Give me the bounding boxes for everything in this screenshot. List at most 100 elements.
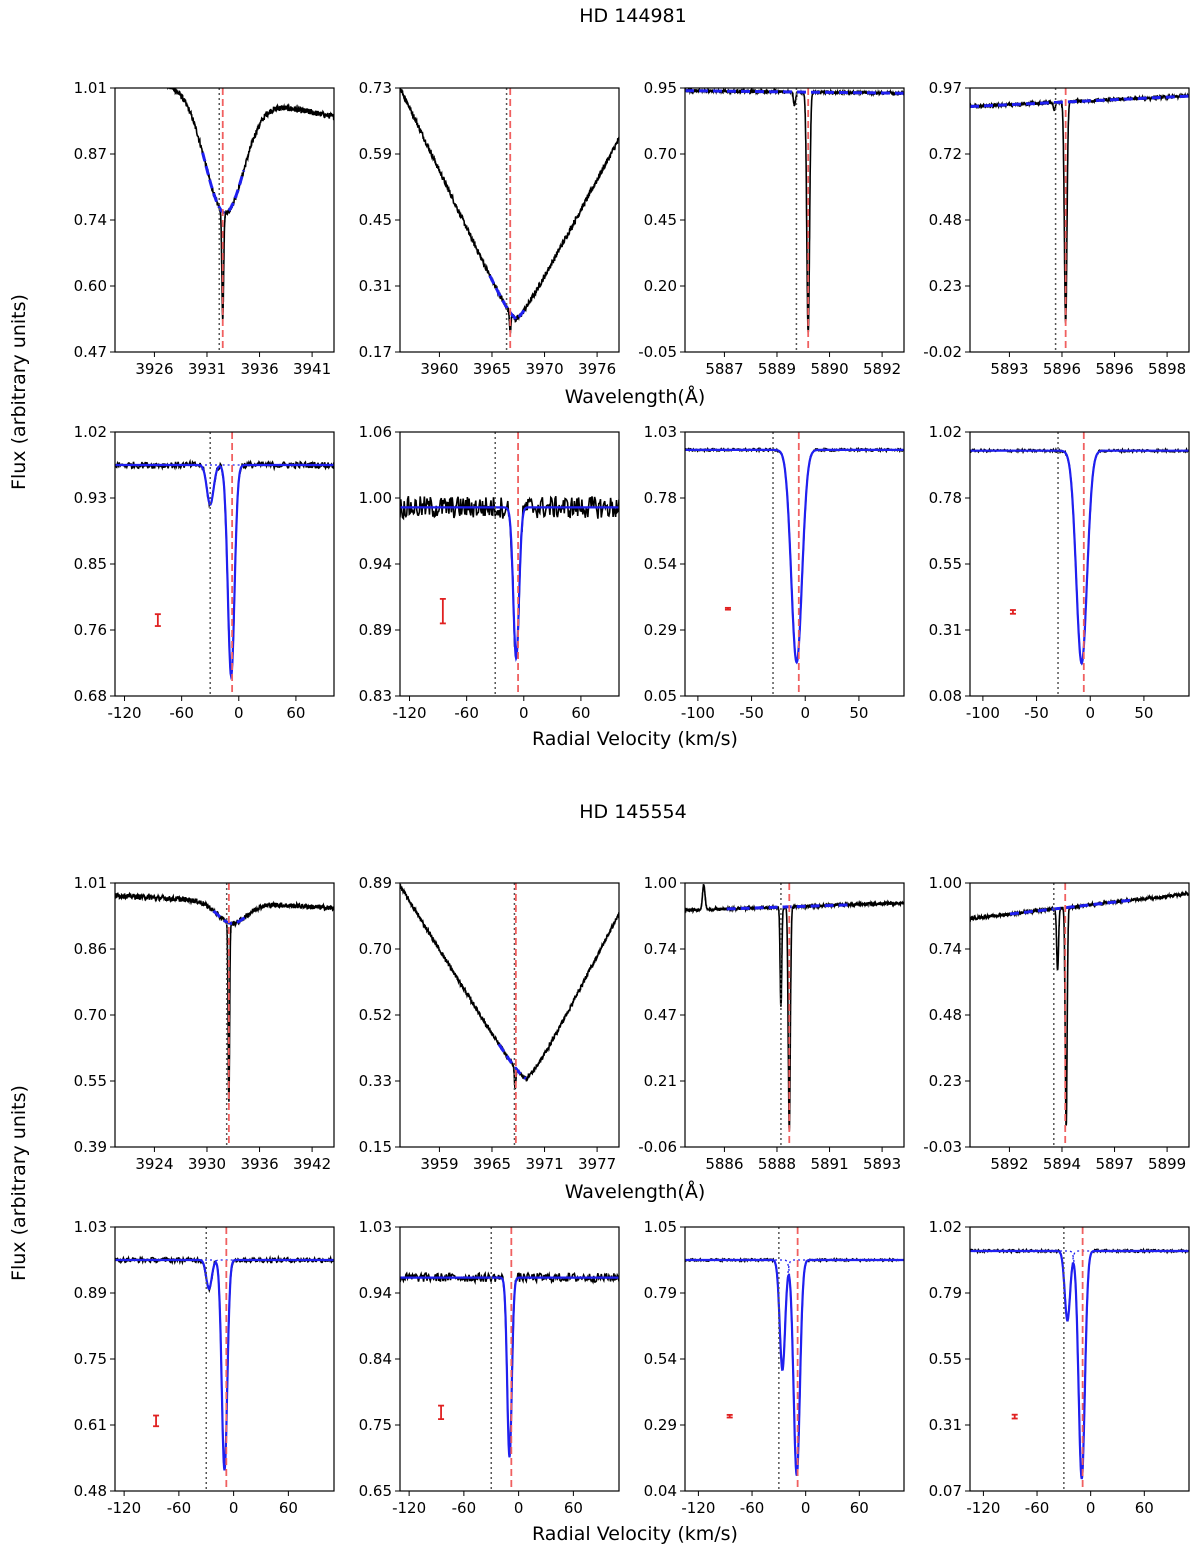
star2-velocity-panel-4: 0.07 0.31 0.55 0.79 1.02 -120 -60 0 60 — [929, 1218, 1190, 1517]
star2-velocity-panel-1-xtick-label: -120 — [107, 1499, 141, 1517]
star1-wavelength-panel-4-ytick-label: 0.72 — [929, 145, 962, 163]
star2-velocity-panel-2-ytick-label: 0.65 — [359, 1482, 392, 1500]
star2-velocity-panel-1-ytick-label: 0.48 — [74, 1482, 107, 1500]
star1-wavelength-panel-3-ytick-label: 0.20 — [644, 277, 677, 295]
star2-wavelength-panel-1: 0.39 0.55 0.70 0.86 1.01 3924 3930 3936 3942 — [74, 874, 335, 1173]
star2-velocity-panel-4-xtick-label: 0 — [1086, 1499, 1096, 1517]
star2-velocity-panel-2-model-fit — [400, 1276, 619, 1458]
star1-velocity-panel-1-ytick-label: 0.93 — [74, 489, 107, 507]
star2-wavelength-panel-2-frame — [399, 882, 620, 1148]
star1-velocity-panel-2-xtick-label: 0 — [519, 704, 529, 722]
star1-velocity-panel-1-ytick-label: 0.85 — [74, 555, 107, 573]
star1-wavelength-panel-3-ytick-label: -0.05 — [638, 343, 677, 361]
star2-velocity-panel-4-plot-area — [970, 1227, 1189, 1491]
star2-wavelength-panel-2-ytick-label: 0.52 — [359, 1006, 392, 1024]
star1-wavelength-panel-3-ytick-label: 0.45 — [644, 211, 677, 229]
star2-wavelength-panel-3-plot-area — [685, 883, 904, 1147]
star2-velocity-panel-1-ytick-label: 0.61 — [74, 1416, 107, 1434]
star-title-2: HD 145554 — [579, 801, 687, 823]
star1-wavelength-panel-1-ytick-label: 0.87 — [74, 145, 107, 163]
wavelength-axis-label-1: Wavelength(Å) — [565, 385, 706, 408]
velocity-axis-label-2: Radial Velocity (km/s) — [532, 1523, 738, 1545]
star1-velocity-panel-1-plot-area — [115, 432, 334, 696]
star2-wavelength-panel-2: 0.15 0.33 0.52 0.70 0.89 3959 3965 3971 3977 — [359, 874, 620, 1173]
star2-velocity-panel-3: 0.04 0.29 0.54 0.79 1.05 -120 -60 0 60 — [644, 1218, 905, 1517]
star1-wavelength-panel-2-xtick-label: 3960 — [420, 360, 458, 378]
star1-velocity-panel-1-model-fit — [115, 463, 334, 680]
star1-velocity-panel-1-ytick-label: 1.02 — [74, 423, 107, 441]
star1-wavelength-panel-3-xtick-label: 5889 — [758, 360, 796, 378]
star2-wavelength-panel-3-xtick-label: 5891 — [810, 1155, 848, 1173]
star2-wavelength-panel-1-frame — [114, 882, 335, 1148]
star2-velocity-panel-1: 0.48 0.61 0.75 0.89 1.03 -120 -60 0 60 — [74, 1218, 335, 1517]
star1-velocity-panel-4-plot-area — [970, 432, 1189, 696]
star2-wavelength-panel-3-ytick-label: -0.06 — [638, 1138, 677, 1156]
star2-wavelength-panel-2-xtick-label: 3959 — [420, 1155, 458, 1173]
star2-velocity-panel-4-model-fit — [970, 1249, 1189, 1480]
star1-wavelength-panel-4-xtick-label: 5896 — [1095, 360, 1133, 378]
star1-velocity-panel-2-ytick-label: 1.00 — [359, 489, 392, 507]
star1-velocity-panel-3-plot-area — [685, 432, 904, 696]
star2-wavelength-panel-3-ytick-label: 1.00 — [644, 874, 677, 892]
star1-velocity-panel-4-xtick-label: 0 — [1085, 704, 1095, 722]
star2-wavelength-panel-3-ytick-label: 0.47 — [644, 1006, 677, 1024]
star1-velocity-panel-3-ytick-label: 0.78 — [644, 489, 677, 507]
flux-axis-label-2: Flux (arbitrary units) — [8, 1085, 30, 1281]
star1-wavelength-panel-2-ytick-label: 0.59 — [359, 145, 392, 163]
star1-velocity-panel-2-ytick-label: 0.89 — [359, 621, 392, 639]
star2-velocity-panel-3-ytick-label: 0.29 — [644, 1416, 677, 1434]
star1-wavelength-panel-3: -0.05 0.20 0.45 0.70 0.95 5887 5889 5890 5892 — [638, 79, 905, 378]
star2-velocity-panel-2-component-0 — [400, 1276, 619, 1458]
star2-wavelength-panel-2-ytick-label: 0.70 — [359, 940, 392, 958]
star2-velocity-panel-2-ytick-label: 0.94 — [359, 1284, 392, 1302]
star1-velocity-panel-1-xtick-label: 0 — [234, 704, 244, 722]
star1-wavelength-panel-1-plot-area — [164, 88, 334, 352]
star2-velocity-panel-2-ytick-label: 0.75 — [359, 1416, 392, 1434]
star1-wavelength-panel-3-xtick-label: 5892 — [863, 360, 901, 378]
star2-velocity-panel-2-plot-area — [400, 1227, 619, 1491]
star2-wavelength-panel-1-ytick-label: 1.01 — [74, 874, 107, 892]
star2-wavelength-panel-1-xtick-label: 3930 — [188, 1155, 226, 1173]
star1-wavelength-panel-3-ytick-label: 0.70 — [644, 145, 677, 163]
star2-wavelength-panel-3-ytick-label: 0.21 — [644, 1072, 677, 1090]
star2-velocity-panel-1-ytick-label: 1.03 — [74, 1218, 107, 1236]
star2-velocity-panel-2-xtick-label: 0 — [514, 1499, 524, 1517]
star1-velocity-panel-1-error-bar — [154, 613, 161, 627]
star1-wavelength-panel-2-xtick-label: 3970 — [525, 360, 563, 378]
star2-wavelength-panel-1-plot-area — [115, 883, 334, 1147]
star2-wavelength-panel-2-continuum-fit — [497, 1043, 527, 1080]
star1-velocity-panel-4-xtick-label: 50 — [1134, 704, 1153, 722]
star2-wavelength-panel-2-ytick-label: 0.33 — [359, 1072, 392, 1090]
star1-velocity-panel-2-xtick-label: -60 — [454, 704, 479, 722]
star1-velocity-panel-1-xtick-label: -60 — [169, 704, 194, 722]
star1-wavelength-panel-3-frame — [684, 87, 905, 353]
star2-wavelength-panel-1-spectrum-line — [115, 891, 334, 1102]
star1-wavelength-panel-4-ytick-label: -0.02 — [923, 343, 962, 361]
star2-wavelength-panel-1-xtick-label: 3942 — [293, 1155, 331, 1173]
star2-wavelength-panel-2-xtick-label: 3965 — [473, 1155, 511, 1173]
star1-wavelength-panel-2-xtick-label: 3976 — [578, 360, 616, 378]
star1-wavelength-panel-3-plot-area — [685, 88, 904, 352]
star1-velocity-panel-1: 0.68 0.76 0.85 0.93 1.02 -120 -60 0 60 — [74, 423, 335, 722]
star1-velocity-panel-2-error-bar — [439, 597, 446, 625]
star2-velocity-panel-4-error-bar — [1011, 1413, 1018, 1420]
star2-wavelength-panel-2-xtick-label: 3977 — [578, 1155, 616, 1173]
star1-wavelength-panel-2-ytick-label: 0.45 — [359, 211, 392, 229]
star2-wavelength-panel-3-xtick-label: 5886 — [705, 1155, 743, 1173]
star2-velocity-panel-3-plot-area — [685, 1227, 904, 1491]
star1-velocity-panel-4-ytick-label: 0.78 — [929, 489, 962, 507]
star2-wavelength-panel-4-ytick-label: 0.23 — [929, 1072, 962, 1090]
flux-axis-label-1: Flux (arbitrary units) — [8, 294, 30, 490]
star2-velocity-panel-2-xtick-label: 60 — [564, 1499, 583, 1517]
star-title-1: HD 144981 — [579, 5, 687, 27]
star2-velocity-panel-3-component-0 — [685, 1259, 904, 1370]
star1-velocity-panel-4-model-fit — [970, 449, 1189, 666]
star1-velocity-panel-3-ytick-label: 0.29 — [644, 621, 677, 639]
star2-wavelength-panel-4-xtick-label: 5899 — [1148, 1155, 1186, 1173]
star2-velocity-panel-4-ytick-label: 1.02 — [929, 1218, 962, 1236]
star2-velocity-panel-3-ytick-label: 1.05 — [644, 1218, 677, 1236]
star2-velocity-panel-3-model-fit — [685, 1258, 904, 1476]
star2-wavelength-panel-3-ytick-label: 0.74 — [644, 940, 677, 958]
star1-velocity-panel-3: 0.05 0.29 0.54 0.78 1.03 -100 -50 0 50 — [644, 423, 905, 722]
star1-wavelength-panel-4-frame — [969, 87, 1190, 353]
